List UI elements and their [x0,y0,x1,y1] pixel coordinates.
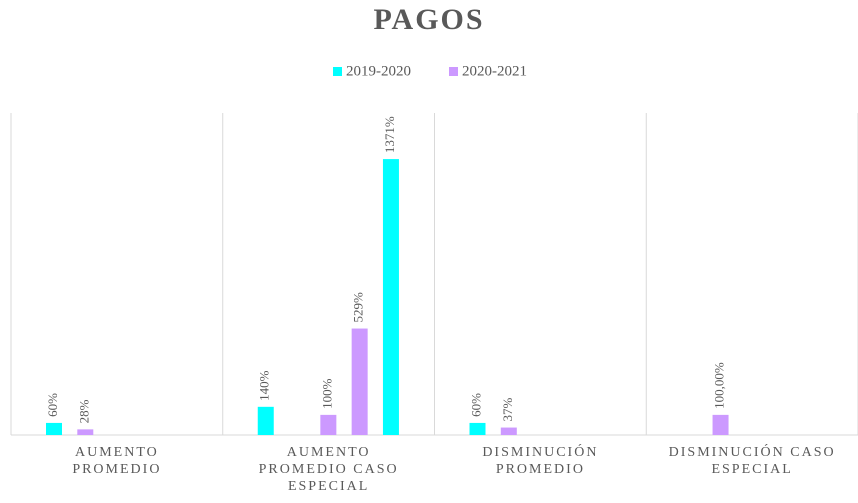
legend-label: 2019-2020 [346,63,411,79]
data-label: 37% [500,398,515,422]
x-tick-label: DISMINUCIÓN PROMEDIO [482,445,599,477]
chart-title: PAGOS [373,3,484,36]
x-tick-label: DISMINUCIÓN CASO ESPECIAL [668,445,836,477]
bar [351,328,368,435]
data-label: 100,00% [712,362,727,409]
legend-label: 2020-2021 [462,63,527,79]
bar [712,414,729,435]
data-label: 60% [468,393,483,417]
bar [382,159,399,435]
x-tick-label: AUMENTO PROMEDIO [72,445,162,477]
bar [257,406,274,435]
data-label: 1371% [382,116,397,153]
data-label: 60% [45,393,60,417]
bar [320,414,337,435]
data-label: 28% [76,399,91,423]
bar [46,422,62,435]
data-label: 140% [257,370,272,401]
x-tick-label: AUMENTO PROMEDIO CASO ESPECIAL [258,445,399,494]
legend-swatch [333,67,342,76]
bar [500,427,517,435]
bar [469,422,486,435]
bar [77,429,94,435]
data-label: 529% [351,292,366,323]
legend-swatch [449,67,458,76]
data-label: 100% [319,378,334,409]
